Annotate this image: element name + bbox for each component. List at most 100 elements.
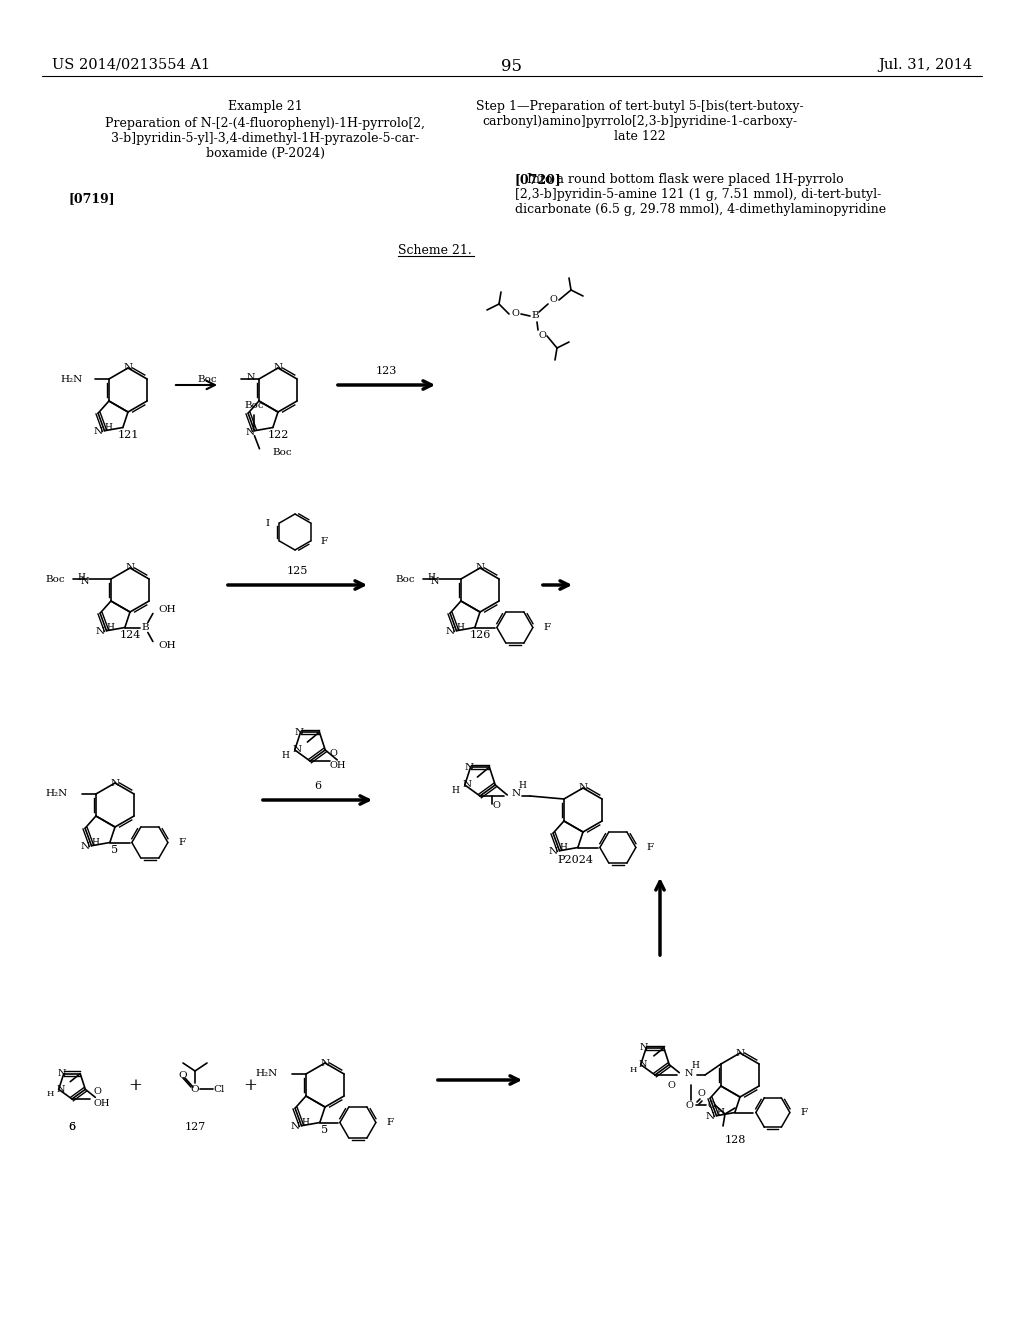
Text: 6: 6 <box>69 1122 76 1133</box>
Text: [0720]: [0720] <box>515 173 562 186</box>
Text: H: H <box>427 573 435 582</box>
Text: Preparation of N-[2-(4-fluorophenyl)-1H-pyrrolo[2,
3-b]pyridin-5-yl]-3,4-dimethy: Preparation of N-[2-(4-fluorophenyl)-1H-… <box>105 117 425 160</box>
Text: O: O <box>685 1101 693 1110</box>
Text: 128: 128 <box>724 1135 745 1144</box>
Text: H: H <box>452 787 460 796</box>
Text: N: N <box>125 564 134 573</box>
Text: N: N <box>549 847 558 857</box>
Text: [0719]: [0719] <box>68 191 115 205</box>
Text: O: O <box>330 750 338 759</box>
Text: I: I <box>265 519 269 528</box>
Text: Scheme 21.: Scheme 21. <box>398 243 472 256</box>
Text: N: N <box>430 578 439 586</box>
Text: 127: 127 <box>184 1122 206 1133</box>
Text: N: N <box>294 727 303 737</box>
Text: N: N <box>706 1113 715 1121</box>
Text: H: H <box>717 1109 724 1117</box>
Text: H₂N: H₂N <box>46 789 68 799</box>
Text: 122: 122 <box>267 430 289 440</box>
Text: 6: 6 <box>314 781 322 791</box>
Text: N: N <box>246 428 255 437</box>
Text: 126: 126 <box>469 630 490 640</box>
Text: F: F <box>647 843 654 851</box>
Text: H: H <box>301 1118 309 1127</box>
Text: F: F <box>321 536 328 545</box>
Text: N: N <box>94 428 103 436</box>
Text: Boc: Boc <box>198 375 217 384</box>
Text: O: O <box>549 296 557 305</box>
Text: F: F <box>179 838 186 847</box>
Text: O: O <box>538 331 546 341</box>
Text: 5: 5 <box>322 1125 329 1135</box>
Text: N: N <box>640 1043 648 1052</box>
Text: N: N <box>735 1048 744 1057</box>
Text: N: N <box>462 780 471 789</box>
Text: O: O <box>94 1088 101 1097</box>
Text: H₂N: H₂N <box>60 375 83 384</box>
Text: P2024: P2024 <box>557 855 593 865</box>
Text: N: N <box>56 1085 65 1094</box>
Text: F: F <box>387 1118 394 1127</box>
Text: H: H <box>457 623 465 632</box>
Text: O: O <box>697 1089 705 1098</box>
Text: OH: OH <box>94 1100 111 1109</box>
Text: N: N <box>445 627 455 636</box>
Text: +: + <box>243 1077 257 1093</box>
Text: Into a round bottom flask were placed 1H-pyrrolo
[2,3-b]pyridin-5-amine 121 (1 g: Into a round bottom flask were placed 1H… <box>515 173 886 216</box>
Text: H: H <box>47 1090 54 1098</box>
Text: Example 21: Example 21 <box>227 100 302 114</box>
Text: F: F <box>801 1107 808 1117</box>
Text: N: N <box>475 564 484 573</box>
Text: N: N <box>81 842 90 851</box>
Text: Step 1—Preparation of tert-butyl 5-[bis(tert-butoxy-
carbonyl)amino]pyrrolo[2,3-: Step 1—Preparation of tert-butyl 5-[bis(… <box>476 100 804 143</box>
Text: O: O <box>511 309 519 318</box>
Text: F: F <box>544 623 551 632</box>
Text: H: H <box>106 623 115 632</box>
Text: N: N <box>292 746 301 755</box>
Text: O: O <box>667 1081 675 1089</box>
Text: 6: 6 <box>69 1122 76 1133</box>
Text: N: N <box>685 1068 693 1077</box>
Text: N: N <box>273 363 283 372</box>
Text: Boc: Boc <box>395 574 415 583</box>
Text: 125: 125 <box>287 566 308 576</box>
Text: 124: 124 <box>120 630 140 640</box>
Text: 95: 95 <box>502 58 522 75</box>
Text: H: H <box>91 838 99 847</box>
Text: OH: OH <box>159 642 176 649</box>
Text: N: N <box>124 363 132 372</box>
Text: Jul. 31, 2014: Jul. 31, 2014 <box>878 58 972 73</box>
Text: N: N <box>639 1060 647 1069</box>
Text: O: O <box>707 1101 715 1110</box>
Text: O: O <box>190 1085 200 1093</box>
Text: 123: 123 <box>376 366 397 376</box>
Text: US 2014/0213554 A1: US 2014/0213554 A1 <box>52 58 210 73</box>
Text: OH: OH <box>159 605 176 614</box>
Text: H: H <box>104 424 113 432</box>
Text: N: N <box>57 1069 66 1078</box>
Text: O: O <box>493 801 500 810</box>
Text: Boc: Boc <box>45 574 65 583</box>
Text: H₂N: H₂N <box>256 1069 278 1078</box>
Text: N: N <box>579 784 588 792</box>
Text: Boc: Boc <box>245 401 264 411</box>
Text: N: N <box>291 1122 300 1131</box>
Text: N: N <box>321 1059 330 1068</box>
Text: +: + <box>128 1077 142 1093</box>
Text: OH: OH <box>330 762 346 771</box>
Text: N: N <box>96 627 105 636</box>
Text: Boc: Boc <box>272 449 292 457</box>
Text: N: N <box>464 763 473 772</box>
Text: N: N <box>111 779 120 788</box>
Text: N: N <box>81 578 89 586</box>
Text: H: H <box>77 573 85 582</box>
Text: N: N <box>247 374 255 383</box>
Text: Cl: Cl <box>213 1085 224 1093</box>
Text: H: H <box>559 843 567 853</box>
Text: H: H <box>691 1060 699 1069</box>
Text: N: N <box>511 789 520 799</box>
Text: 5: 5 <box>112 845 119 855</box>
Text: 121: 121 <box>118 430 138 440</box>
Text: O: O <box>178 1071 187 1080</box>
Text: H: H <box>518 781 526 791</box>
